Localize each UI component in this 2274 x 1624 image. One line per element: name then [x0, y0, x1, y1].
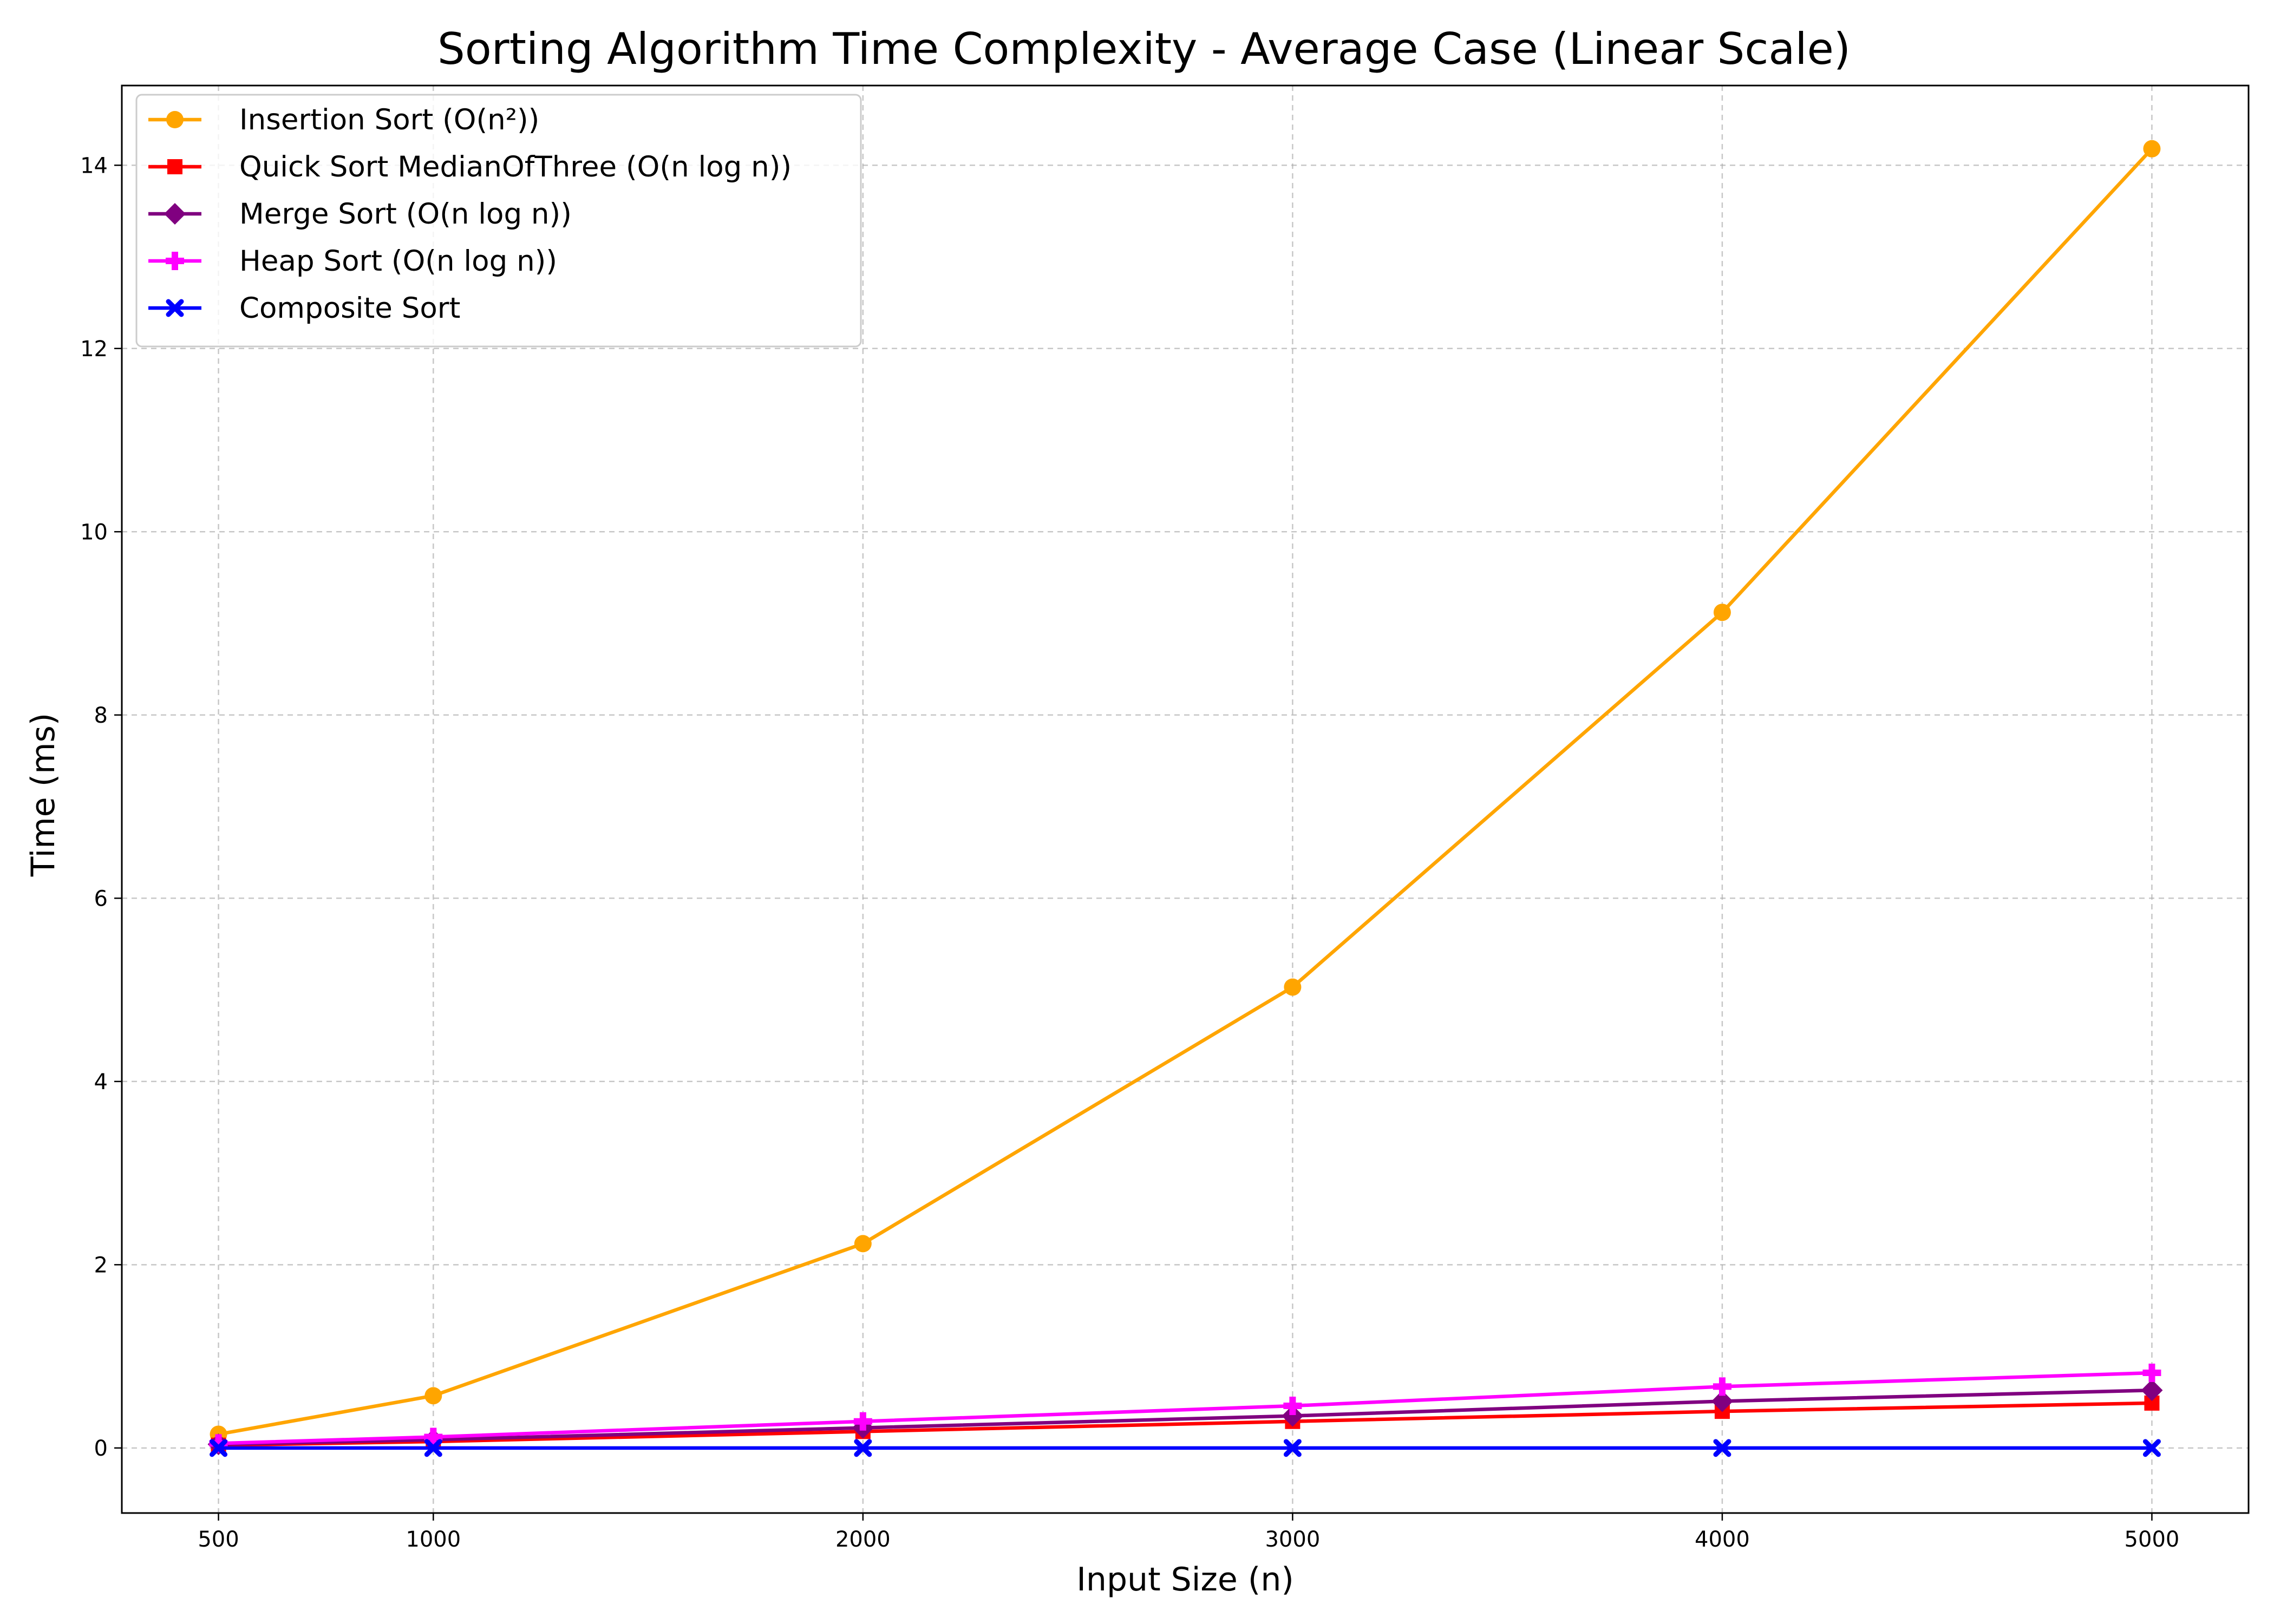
legend-label: Insertion Sort (O(n²))	[239, 103, 539, 136]
x-tick-label: 5000	[2125, 1527, 2180, 1552]
series-composite-sort	[210, 1439, 2161, 1457]
legend-label: Heap Sort (O(n log n))	[239, 245, 557, 278]
data-point	[1713, 604, 1731, 621]
data-point	[854, 1235, 872, 1253]
data-point	[1711, 1390, 1733, 1412]
legend-marker	[167, 159, 182, 174]
legend-item: Composite Sort	[148, 292, 460, 325]
y-tick-label: 12	[80, 337, 108, 362]
y-tick-label: 0	[94, 1436, 108, 1461]
series-line	[218, 1371, 2152, 1445]
series-line	[218, 1388, 2152, 1446]
data-point	[1283, 1439, 1302, 1457]
data-point	[210, 1439, 228, 1457]
legend-item: Heap Sort (O(n log n))	[148, 245, 557, 278]
legend-marker	[166, 111, 184, 128]
x-tick-label: 1000	[406, 1527, 461, 1552]
data-point	[209, 1434, 228, 1453]
legend-marker	[166, 299, 184, 317]
series-heap-sort-o-n-log-n	[209, 1364, 2161, 1453]
legend-label: Composite Sort	[239, 292, 460, 325]
data-point	[1713, 1439, 1731, 1457]
series-layer	[207, 140, 2163, 1457]
legend: Insertion Sort (O(n²)) Quick Sort MedianO…	[135, 94, 862, 348]
legend-box	[135, 94, 862, 348]
legend-item: Quick Sort MedianOfThree (O(n log n))	[148, 150, 792, 184]
chart-title: Sorting Algorithm Time Complexity - Aver…	[437, 24, 1851, 74]
y-tick-label: 4	[94, 1070, 108, 1095]
x-tick-label: 500	[198, 1527, 239, 1552]
data-point	[424, 1387, 442, 1405]
data-point	[1282, 1405, 1304, 1427]
data-point	[2142, 1439, 2161, 1457]
legend-item: Insertion Sort (O(n²))	[148, 103, 539, 136]
y-tick-label: 6	[94, 886, 108, 911]
data-point	[853, 1412, 872, 1431]
x-axis-label: Input Size (n)	[1076, 1561, 1294, 1599]
series-line	[218, 147, 2153, 1436]
y-tick-label: 8	[94, 703, 108, 728]
data-point	[424, 1427, 443, 1446]
y-tick-label: 10	[80, 520, 108, 545]
plot-frame	[121, 84, 2250, 1514]
data-point	[2141, 1379, 2163, 1402]
y-axis-label: Time (ms)	[24, 713, 62, 877]
legend-item: Merge Sort (O(n log n))	[148, 198, 572, 231]
data-point	[1284, 978, 1302, 996]
x-tick-label: 2000	[835, 1527, 891, 1552]
y-tick-label: 14	[80, 153, 108, 178]
x-tick-label: 4000	[1695, 1527, 1750, 1552]
y-axis: 0 2 4 6 8 10 12 14	[80, 153, 122, 1461]
x-tick-label: 3000	[1265, 1527, 1320, 1552]
legend-marker	[166, 252, 184, 270]
data-point	[854, 1439, 872, 1457]
data-point	[2142, 1364, 2161, 1383]
x-axis: 500 1000 2000 3000 4000 5000	[198, 1513, 2179, 1552]
legend-marker	[164, 203, 186, 225]
data-point	[1713, 1377, 1731, 1396]
data-point	[424, 1439, 442, 1457]
data-point	[2143, 140, 2161, 158]
legend-label: Quick Sort MedianOfThree (O(n log n))	[239, 150, 792, 184]
data-point	[1283, 1396, 1302, 1415]
legend-label: Merge Sort (O(n log n))	[239, 198, 572, 231]
y-tick-label: 2	[94, 1253, 108, 1278]
